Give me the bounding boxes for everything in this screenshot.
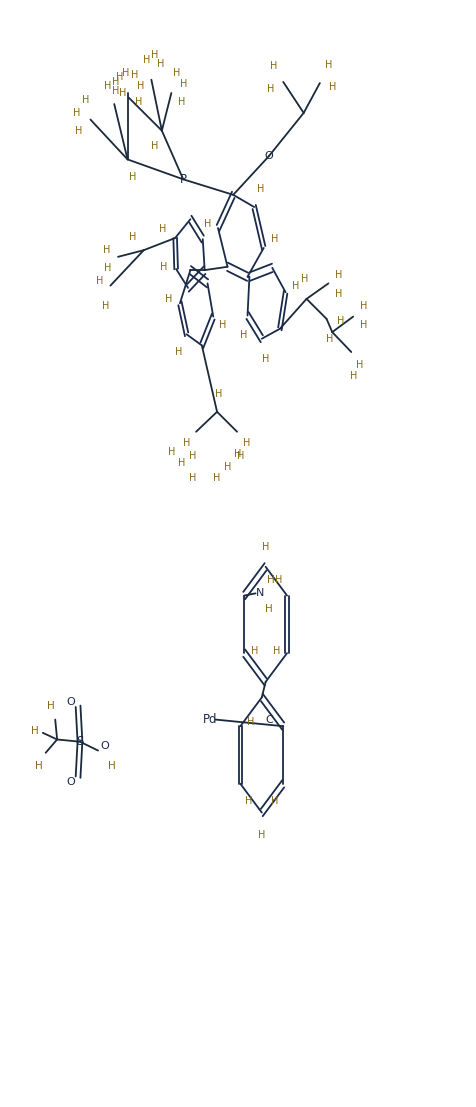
Text: H: H [262, 353, 269, 364]
Text: H: H [219, 320, 227, 331]
Text: H: H [168, 446, 175, 457]
Text: H: H [102, 300, 109, 311]
Text: H: H [271, 796, 278, 807]
Text: N: N [256, 588, 265, 599]
Text: H: H [104, 81, 111, 92]
Text: H: H [245, 796, 253, 807]
Text: H: H [335, 289, 343, 300]
Text: H: H [47, 701, 54, 712]
Text: P: P [180, 173, 187, 186]
Text: H: H [224, 462, 231, 473]
Text: H: H [160, 261, 168, 272]
Text: H: H [243, 437, 250, 448]
Text: H: H [116, 72, 124, 83]
Text: H: H [326, 333, 333, 344]
Text: H: H [188, 473, 196, 484]
Text: H: H [119, 87, 127, 99]
Text: H: H [183, 437, 190, 448]
Text: H: H [247, 716, 255, 727]
Text: H: H [150, 50, 158, 61]
Text: O: O [265, 151, 273, 162]
Text: Pd: Pd [203, 713, 218, 726]
Text: H: H [240, 330, 248, 341]
Text: H: H [337, 315, 345, 327]
Text: H: H [251, 645, 258, 656]
Text: H: H [328, 82, 336, 93]
Text: H: H [213, 473, 221, 484]
Text: H: H [31, 725, 39, 736]
Text: H: H [122, 68, 129, 79]
Text: H: H [143, 54, 150, 65]
Text: H: H [165, 293, 172, 304]
Text: H: H [178, 457, 186, 468]
Text: H: H [257, 184, 265, 195]
Text: H: H [335, 269, 343, 280]
Text: H: H [234, 448, 242, 459]
Text: H: H [356, 360, 364, 371]
Text: H: H [104, 262, 111, 273]
Text: H: H [215, 389, 223, 400]
Text: H: H [267, 83, 275, 94]
Text: H: H [360, 300, 367, 311]
Text: H: H [258, 829, 266, 840]
Text: O: O [66, 696, 75, 707]
Text: H: H [175, 346, 183, 358]
Text: H: H [271, 234, 279, 245]
Text: H: H [103, 245, 110, 256]
Text: H: H [159, 224, 167, 235]
Text: H: H [35, 761, 43, 772]
Text: H: H [350, 371, 358, 382]
Text: H: H [129, 172, 136, 183]
Text: O: O [66, 776, 75, 787]
Text: H: H [265, 603, 273, 614]
Text: H: H [292, 280, 300, 291]
Text: H: H [131, 70, 139, 81]
Text: H: H [73, 107, 81, 118]
Text: H: H [204, 218, 211, 229]
Text: H: H [237, 451, 245, 462]
Text: H: H [151, 141, 159, 152]
Text: H: H [135, 96, 143, 107]
Text: C: C [265, 714, 273, 725]
Text: S: S [76, 735, 84, 748]
Text: H: H [188, 451, 196, 462]
Text: H: H [262, 541, 269, 552]
Text: H: H [112, 76, 120, 87]
Text: H: H [178, 96, 186, 107]
Text: H: H [111, 85, 119, 96]
Text: H: H [360, 320, 367, 331]
Text: H: H [82, 94, 89, 105]
Text: H: H [157, 59, 165, 70]
Text: H: H [96, 276, 104, 287]
Text: H: H [325, 60, 332, 71]
Text: H: H [129, 231, 136, 242]
Text: H: H [273, 645, 280, 656]
Text: H: H [75, 125, 83, 136]
Text: H: H [173, 68, 181, 79]
Text: H: H [275, 575, 282, 586]
Text: H: H [108, 761, 115, 772]
Text: O: O [100, 741, 109, 752]
Text: H: H [137, 81, 145, 92]
Text: H: H [301, 273, 308, 284]
Text: H: H [267, 575, 275, 586]
Text: H: H [180, 79, 188, 90]
Text: H: H [270, 61, 278, 72]
